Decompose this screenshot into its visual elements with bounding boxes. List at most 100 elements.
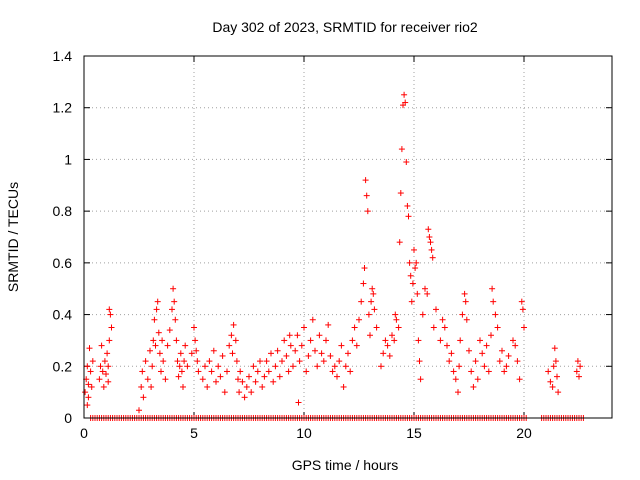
- data-point: [577, 363, 584, 370]
- data-point: [314, 363, 321, 370]
- data-point: [180, 383, 186, 390]
- data-point: [101, 358, 108, 365]
- data-point: [287, 342, 294, 349]
- data-point: [309, 316, 316, 323]
- y-tick-label: 1.4: [53, 48, 73, 64]
- data-point: [191, 324, 197, 331]
- data-point: [318, 350, 325, 357]
- data-point: [257, 358, 263, 365]
- data-point: [437, 337, 444, 344]
- data-point: [365, 311, 372, 318]
- data-point: [82, 389, 89, 396]
- data-point: [158, 368, 164, 375]
- data-point: [403, 159, 410, 166]
- x-tick-label: 5: [190, 425, 198, 441]
- data-point: [391, 337, 398, 344]
- data-point: [202, 363, 208, 370]
- data-point: [108, 324, 115, 331]
- data-point: [235, 376, 241, 383]
- data-point: [417, 376, 424, 383]
- x-axis-title: GPS time / hours: [292, 457, 399, 473]
- data-point: [488, 332, 494, 339]
- data-point: [139, 368, 146, 375]
- data-point: [428, 246, 435, 253]
- data-point: [521, 324, 527, 331]
- y-axis-title: SRMTID / TECUs: [5, 182, 21, 292]
- data-point: [514, 358, 521, 365]
- data-point: [338, 342, 345, 349]
- data-point: [477, 337, 483, 344]
- data-point: [395, 324, 402, 331]
- data-point: [316, 332, 323, 339]
- data-point: [340, 383, 347, 390]
- data-point: [250, 363, 257, 370]
- data-point: [230, 321, 237, 328]
- data-point: [149, 363, 156, 370]
- data-point: [233, 358, 240, 365]
- data-point: [174, 358, 181, 365]
- data-point: [573, 368, 580, 375]
- data-point: [246, 373, 252, 380]
- data-point: [210, 347, 217, 354]
- y-tick-label: 1.2: [53, 100, 73, 116]
- data-point: [172, 316, 179, 323]
- data-point: [160, 358, 167, 365]
- data-point: [433, 306, 439, 313]
- data-point: [382, 337, 389, 344]
- data-point: [481, 363, 488, 370]
- data-point: [555, 389, 562, 396]
- data-point: [182, 342, 189, 349]
- data-point: [439, 316, 446, 323]
- data-point: [193, 347, 200, 354]
- data-point: [88, 383, 95, 390]
- data-point: [320, 358, 327, 365]
- data-point: [85, 394, 92, 401]
- data-point: [270, 378, 277, 385]
- data-point: [411, 246, 417, 253]
- data-point: [334, 373, 340, 380]
- data-point: [554, 373, 560, 380]
- data-point: [494, 324, 501, 331]
- data-point: [342, 363, 349, 370]
- y-tick-label: 0.6: [53, 255, 73, 271]
- data-point: [136, 407, 142, 414]
- data-point: [468, 368, 475, 375]
- data-point: [144, 376, 151, 383]
- data-point: [408, 298, 415, 305]
- x-tick-label: 10: [296, 425, 312, 441]
- data-point: [347, 368, 354, 375]
- data-point: [489, 285, 496, 292]
- data-point: [505, 352, 512, 359]
- data-point: [415, 337, 422, 344]
- data-point: [519, 306, 526, 313]
- data-point: [156, 350, 163, 357]
- data-point: [237, 368, 244, 375]
- data-point: [153, 306, 160, 313]
- data-point: [162, 376, 169, 383]
- data-point: [516, 376, 523, 383]
- axis-ticks: 0 5 10 15 20 0 0.2 0.4 0.6 0.8 1 1.2 1.4: [53, 48, 612, 441]
- data-point: [463, 316, 470, 323]
- data-point: [147, 347, 153, 354]
- data-point: [426, 234, 433, 240]
- data-point: [295, 399, 302, 406]
- data-point: [496, 358, 503, 365]
- data-point: [159, 337, 166, 344]
- y-tick-label: 0.4: [53, 307, 73, 323]
- x-tick-label: 0: [80, 425, 88, 441]
- data-point: [455, 389, 461, 396]
- data-point: [265, 368, 272, 375]
- data-point: [407, 272, 414, 279]
- data-point: [422, 285, 428, 292]
- data-point: [107, 311, 114, 318]
- data-point: [413, 259, 420, 266]
- data-point: [96, 376, 103, 383]
- data-point: [228, 332, 235, 339]
- data-point: [503, 363, 510, 370]
- data-point: [151, 316, 158, 323]
- data-point: [283, 352, 290, 359]
- data-point: [429, 254, 436, 261]
- data-point: [166, 327, 173, 334]
- data-point: [349, 337, 356, 344]
- data-point: [142, 358, 149, 365]
